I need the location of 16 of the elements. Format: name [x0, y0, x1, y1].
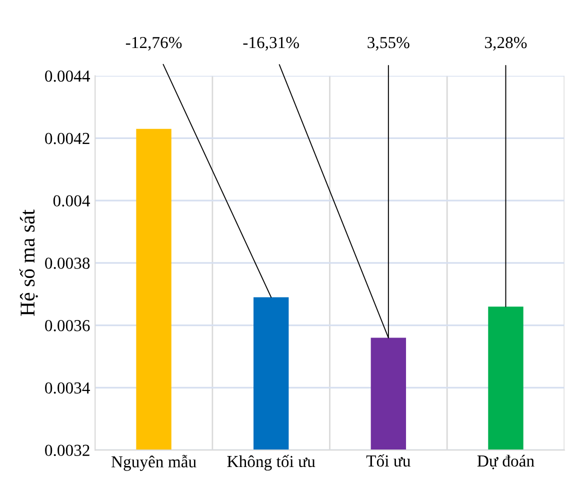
annotation: 3,28% — [485, 36, 527, 51]
y-tick-label: 0.0034 — [45, 382, 90, 394]
annotation: -16,31% — [243, 36, 299, 51]
y-tick-label: 0.0042 — [45, 132, 90, 144]
annotation: 3,55% — [368, 36, 410, 51]
x-tick-label: Không tối ưu — [227, 454, 316, 471]
y-tick-label: 0.0032 — [45, 444, 90, 456]
y-axis-title: Hệ số ma sát — [19, 210, 38, 316]
annotation: -12,76% — [126, 36, 182, 51]
y-tick-label: 0.0044 — [45, 70, 90, 82]
x-tick-label: Dự đoán — [477, 454, 534, 470]
y-tick-label: 0.0036 — [45, 320, 90, 332]
y-tick-label: 0.0038 — [45, 258, 90, 269]
y-tick-label: 0.004 — [53, 195, 90, 207]
x-tick-label: Tối ưu — [366, 454, 410, 467]
x-tick-label: Nguyên mẫu — [111, 454, 196, 471]
